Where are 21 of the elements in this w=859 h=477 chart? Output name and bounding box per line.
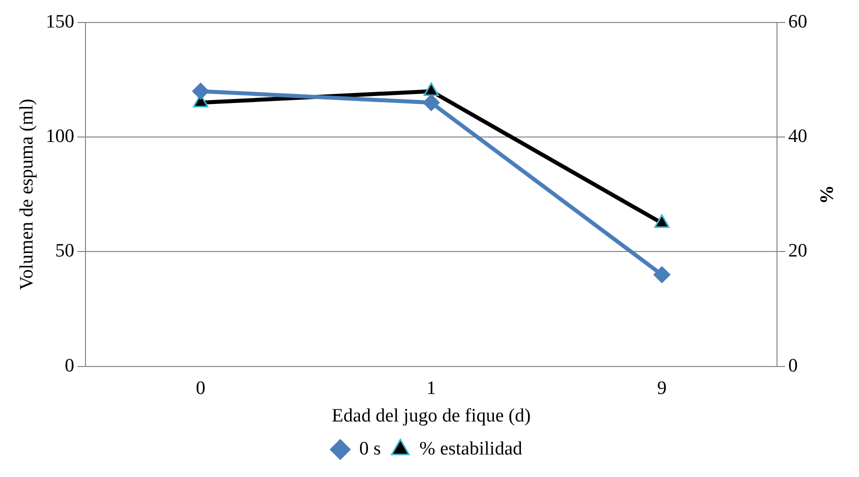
- legend-label: 0 s: [359, 438, 381, 460]
- y-tick-label: 150: [46, 11, 74, 32]
- y2-tick-label: 0: [788, 355, 798, 376]
- x-tick-label: 1: [426, 378, 436, 399]
- point: [654, 214, 670, 228]
- y-tick-label: 0: [64, 355, 74, 376]
- y2-tick-label: 40: [788, 126, 808, 148]
- x-axis-title: Edad del jugo de fique (d): [332, 406, 531, 427]
- y-axis-title: Volumen de espuma (ml): [16, 98, 38, 290]
- x-tick-label: 9: [657, 378, 667, 399]
- point: [424, 82, 439, 96]
- y-tick-label: 100: [46, 126, 74, 148]
- legend-label: % estabilidad: [419, 438, 523, 460]
- y2-tick-label: 60: [788, 11, 808, 32]
- point: [192, 82, 210, 100]
- point: [422, 94, 440, 112]
- y2-axis-title: %: [816, 184, 837, 204]
- y-tick-label: 50: [55, 240, 74, 262]
- point: [653, 266, 670, 284]
- x-tick-label: 0: [196, 378, 206, 399]
- y2-tick-label: 20: [788, 240, 808, 262]
